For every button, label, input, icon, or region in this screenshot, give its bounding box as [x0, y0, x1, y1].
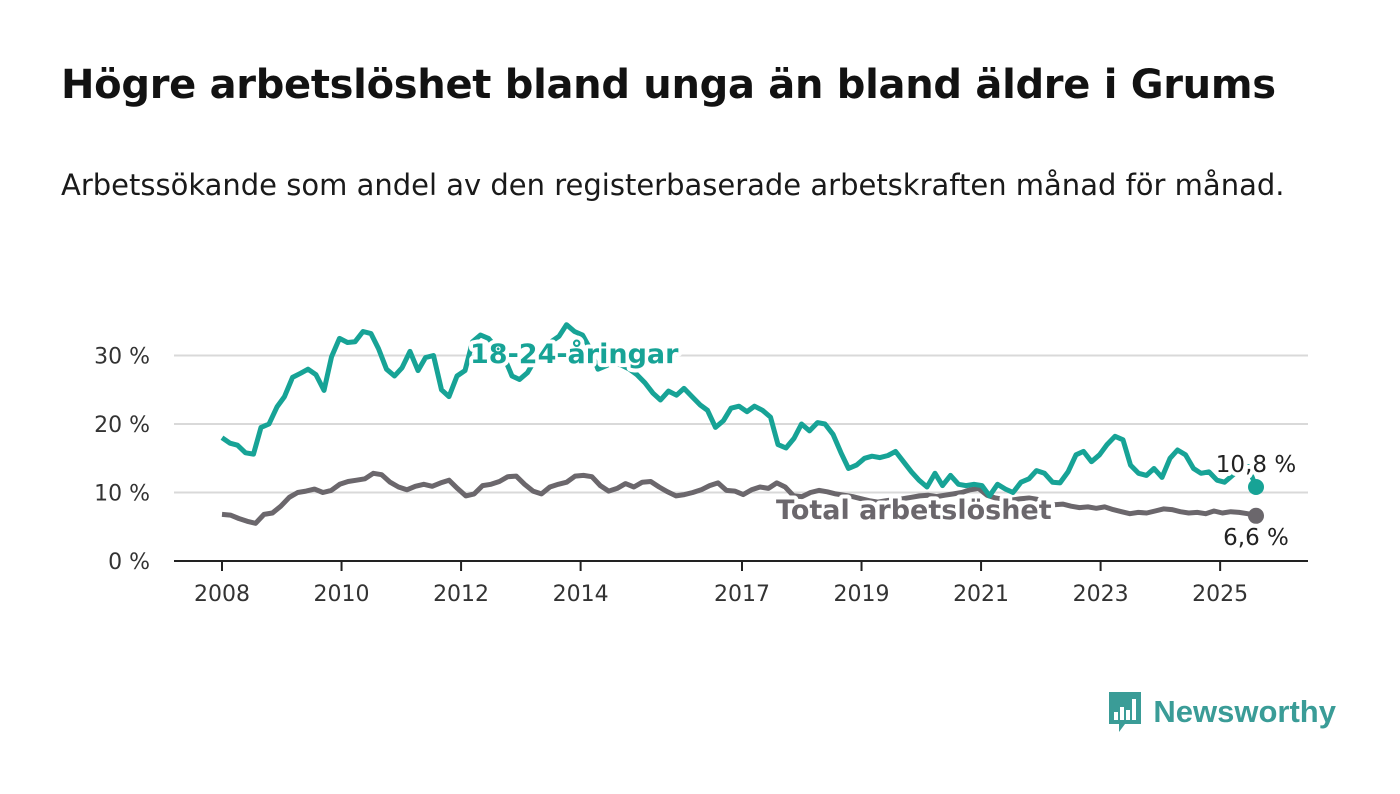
x-tick-label: 2025	[1192, 582, 1248, 607]
y-tick-label: 0 %	[108, 550, 150, 575]
end-label-total: 6,6 %	[1223, 525, 1289, 551]
x-tick-label: 2012	[433, 582, 489, 607]
x-tick-label: 2023	[1073, 582, 1129, 607]
x-tick-label: 2010	[314, 582, 370, 607]
x-tick-label: 2019	[834, 582, 890, 607]
end-dot-total	[1248, 507, 1264, 524]
y-tick-label: 10 %	[94, 482, 150, 507]
axes: 0 % 10 % 20 % 30 % 2008 2010 2012 2014 2017 2019 2…	[94, 345, 1308, 607]
y-tick-label: 20 %	[94, 413, 150, 438]
x-tick-label: 2021	[953, 582, 1009, 607]
newsworthy-logo[interactable]: Newsworthy	[1107, 690, 1336, 734]
annotation-total: Total arbetslöshet	[776, 495, 1052, 526]
bar-chart-speech-bubble-icon	[1109, 692, 1142, 732]
end-label-total-halo: 6,6 %	[1223, 525, 1289, 551]
annotation-total-halo: Total arbetslöshet	[776, 495, 1052, 526]
chart-subtitle: Arbetssökande som andel av den registerb…	[61, 168, 1285, 202]
x-tick-label: 2008	[194, 582, 250, 607]
series-lines	[220, 322, 1264, 526]
brand-name: Newsworthy	[1153, 694, 1336, 729]
end-label-youth: 10,8 %	[1216, 452, 1296, 478]
end-label-youth-halo: 10,8 %	[1216, 452, 1296, 478]
annotation-youth-halo: 18-24-åringar	[470, 338, 679, 370]
x-tick-label: 2017	[714, 582, 770, 607]
series-line-total	[221, 470, 1257, 526]
series-line-youth	[220, 322, 1259, 499]
x-tick-label: 2014	[553, 582, 609, 607]
y-tick-label: 30 %	[94, 345, 150, 370]
chart-title: Högre arbetslöshet bland unga än bland ä…	[61, 62, 1276, 108]
end-dot-youth	[1248, 479, 1264, 496]
annotation-youth: 18-24-åringar	[470, 338, 679, 370]
